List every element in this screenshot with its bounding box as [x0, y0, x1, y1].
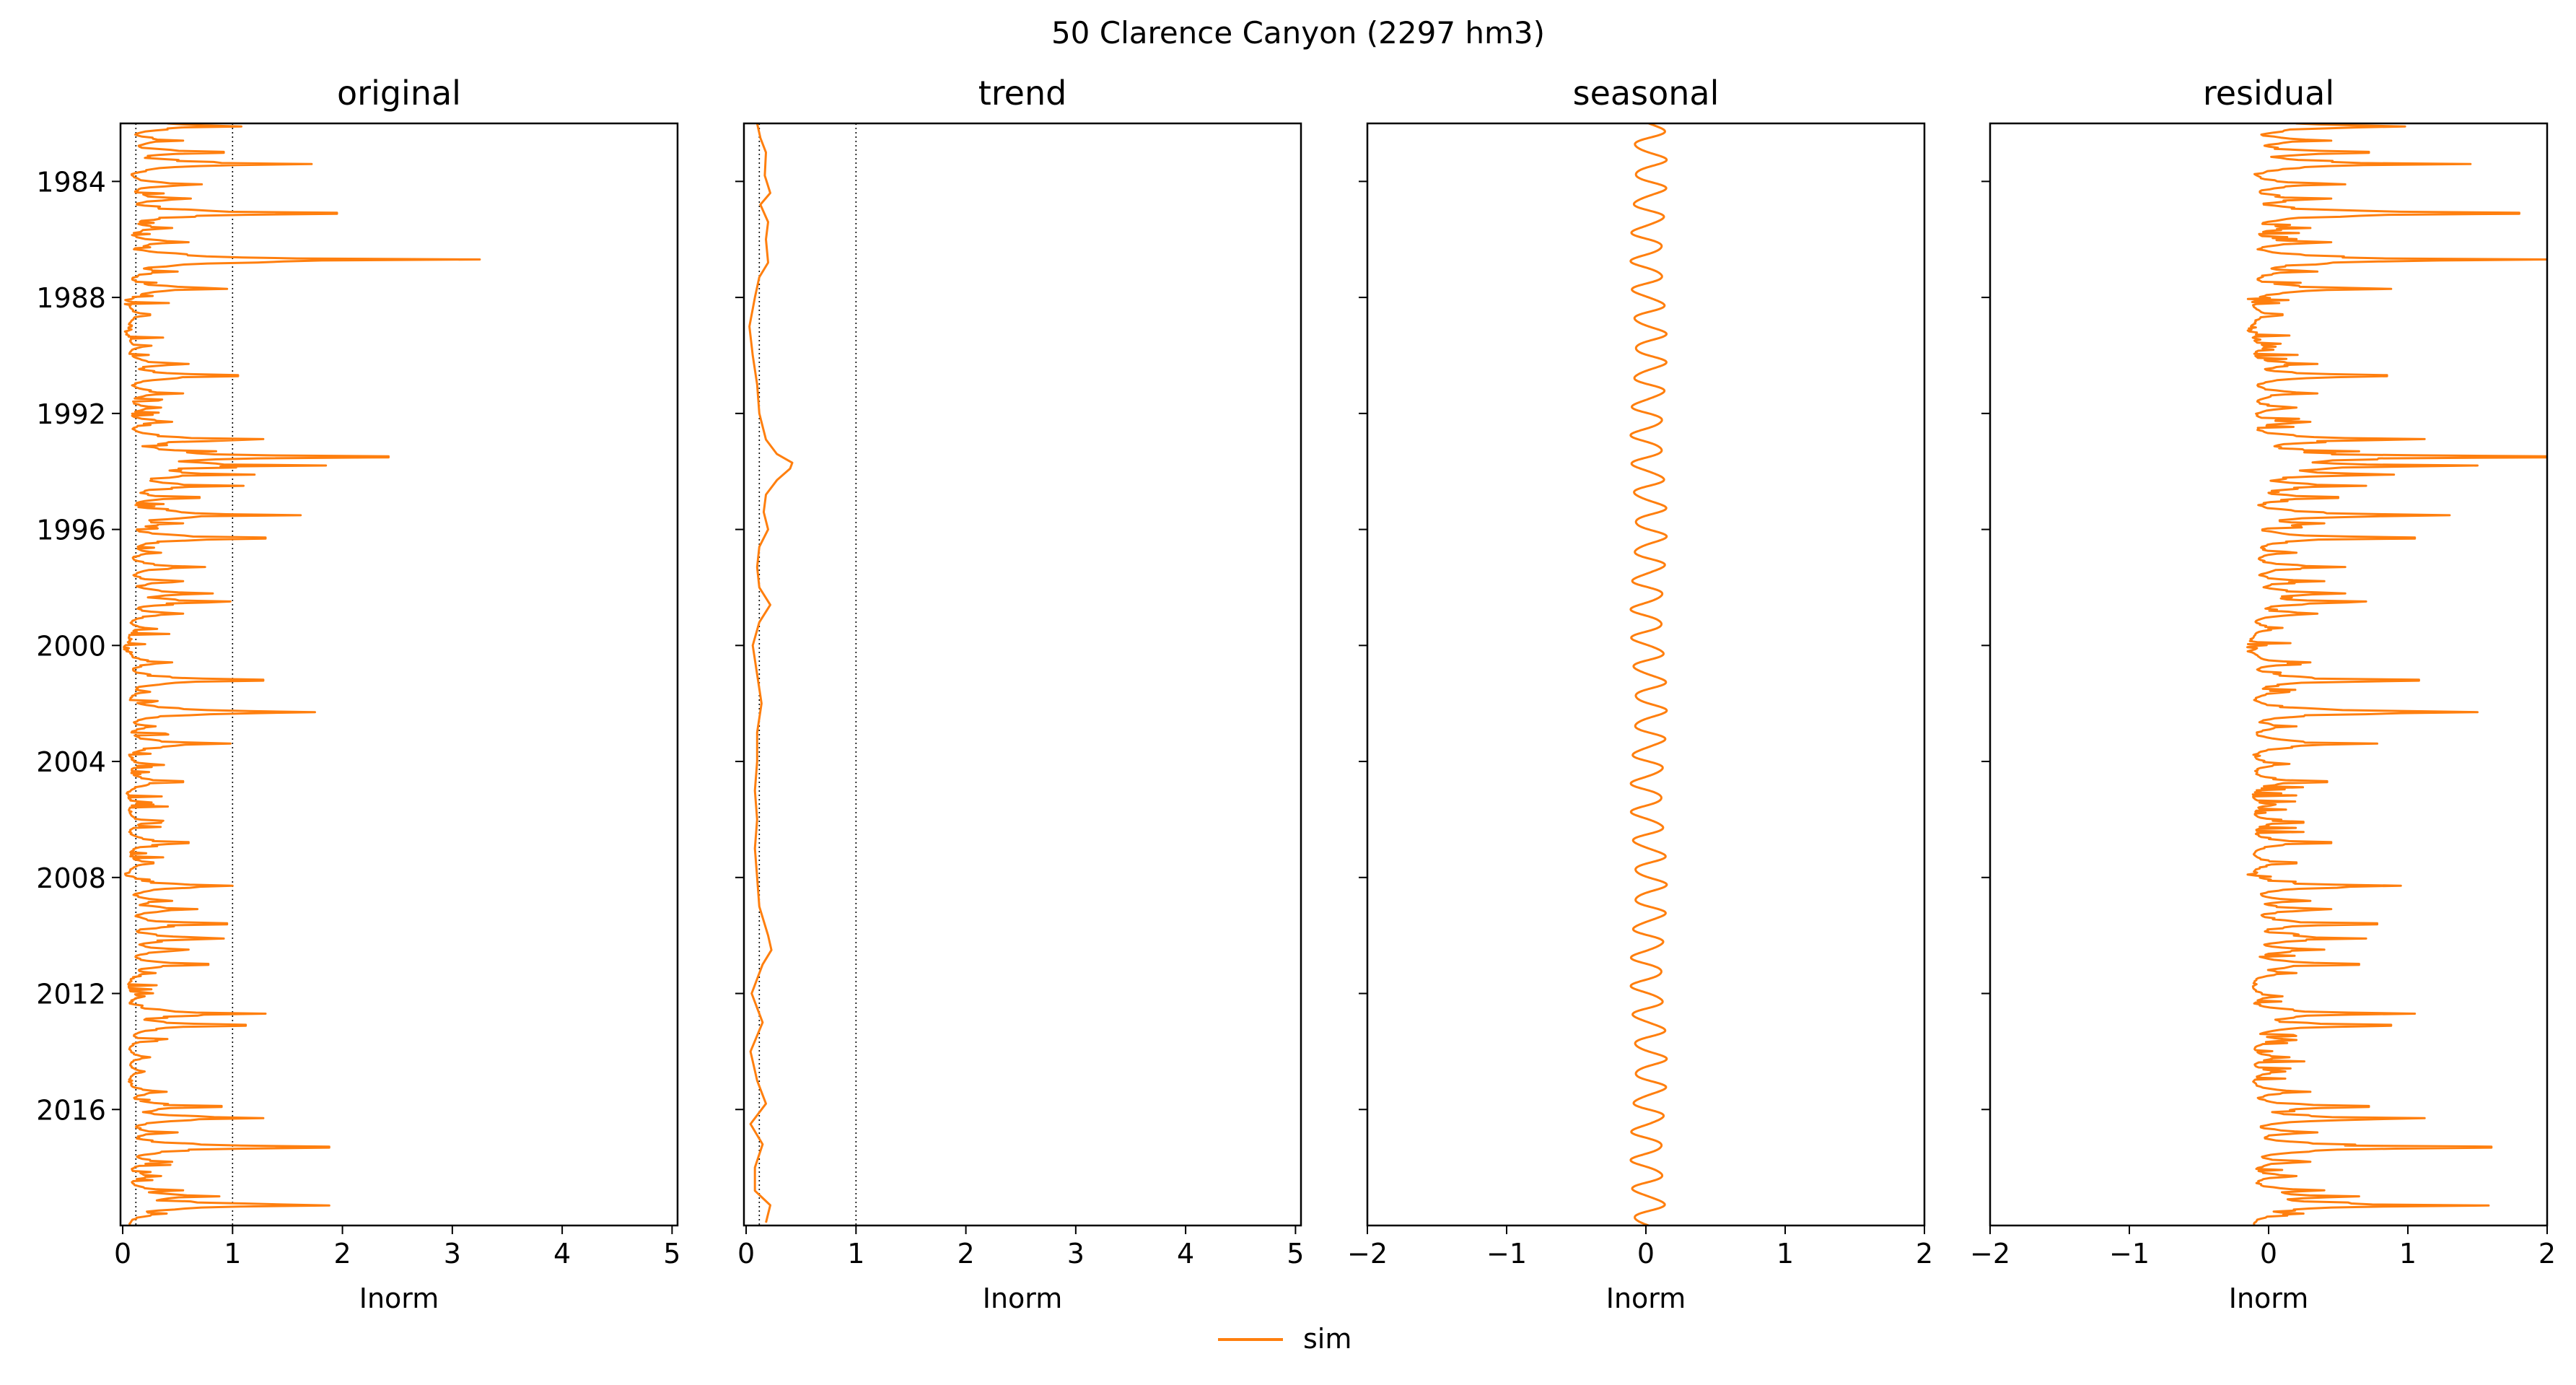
y-tick-label: 2008	[36, 862, 106, 894]
x-tick-label: 4	[553, 1238, 571, 1270]
plot-area	[748, 123, 794, 1223]
series-line-sim	[1629, 123, 1668, 1225]
subplot-residual: residual −2 −1 0 1 2 Inorm	[1970, 74, 2556, 1314]
x-tick-label: 0	[2260, 1238, 2277, 1270]
x-axis-label: Inorm	[983, 1283, 1063, 1314]
axes-frame	[742, 122, 1302, 1227]
x-tick-label: 1	[1777, 1238, 1794, 1270]
subplot-title: seasonal	[1573, 74, 1719, 113]
y-tick-label: 2004	[36, 746, 106, 778]
x-axis-label: Inorm	[1606, 1283, 1686, 1314]
x-tick-label: 5	[663, 1238, 680, 1270]
series-line-sim	[748, 123, 794, 1223]
plot-area	[2246, 123, 2547, 1225]
x-tick-label: 1	[2399, 1238, 2417, 1270]
axes-frame	[119, 122, 679, 1227]
y-tick-label: 2016	[36, 1094, 106, 1126]
y-tick-label: 1996	[36, 515, 106, 546]
plot-area	[1629, 123, 1668, 1225]
figure-title: 50 Clarence Canyon (2297 hm3)	[1051, 15, 1545, 51]
subplot-original: original 0 1 2 3 4 5 Inorm 1984 1988 1992 1996 2000 2…	[36, 74, 680, 1314]
x-tick-label: 4	[1177, 1238, 1194, 1270]
x-tick-label: 0	[737, 1238, 755, 1270]
x-tick-label: −2	[1347, 1238, 1388, 1270]
y-tick-label: 2012	[36, 979, 106, 1010]
legend: sim	[1218, 1323, 1351, 1355]
subplot-title: residual	[2203, 74, 2334, 113]
x-tick-label: 3	[1067, 1238, 1085, 1270]
y-tick-label: 1988	[36, 282, 106, 314]
x-tick-label: 2	[333, 1238, 351, 1270]
subplot-seasonal: seasonal −2 −1 0 1 2 Inorm	[1347, 74, 1933, 1314]
x-tick-label: 5	[1287, 1238, 1304, 1270]
x-tick-label: 1	[847, 1238, 864, 1270]
x-tick-label: −1	[1486, 1238, 1527, 1270]
y-tick-label: 1984	[36, 166, 106, 198]
plot-area	[123, 123, 481, 1225]
x-tick-label: −2	[1970, 1238, 2010, 1270]
x-tick-label: 2	[957, 1238, 974, 1270]
subplot-trend: trend 0 1 2 3 4 5 Inorm	[735, 74, 1304, 1314]
x-tick-label: 3	[444, 1238, 461, 1270]
x-tick-label: 1	[224, 1238, 241, 1270]
y-tick-label: 1992	[36, 398, 106, 430]
subplot-title: original	[337, 74, 461, 113]
x-tick-label: 2	[2538, 1238, 2556, 1270]
x-axis-label: Inorm	[2229, 1283, 2309, 1314]
series-line-sim	[123, 123, 481, 1225]
y-tick-label: 2000	[36, 630, 106, 662]
series-line-sim	[2246, 123, 2547, 1225]
x-tick-label: 0	[1637, 1238, 1655, 1270]
x-axis-label: Inorm	[359, 1283, 439, 1314]
legend-label: sim	[1303, 1323, 1351, 1355]
x-tick-label: 0	[114, 1238, 131, 1270]
subplot-title: trend	[978, 74, 1067, 113]
x-tick-label: −1	[2109, 1238, 2150, 1270]
x-tick-label: 2	[1916, 1238, 1933, 1270]
